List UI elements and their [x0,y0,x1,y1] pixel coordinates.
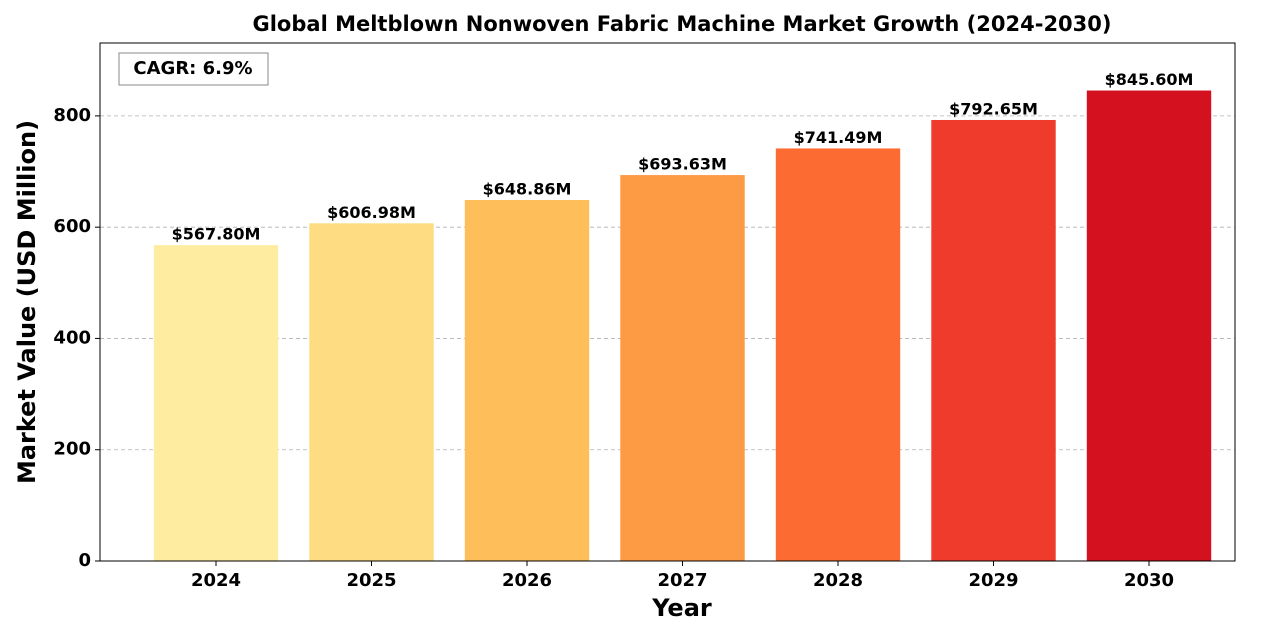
y-tick-label: 0 [78,550,91,571]
bar [309,223,434,561]
y-tick-label: 400 [53,327,91,348]
y-tick-label: 200 [53,439,91,460]
x-tick-label: 2026 [502,570,552,591]
value-label: $845.60M [1105,70,1194,89]
value-label: $567.80M [172,225,261,244]
bar [153,245,279,561]
value-label: $741.49M [794,128,883,147]
value-label: $693.63M [638,155,727,174]
value-label: $792.65M [949,99,1038,118]
bar [931,119,1056,562]
chart-title: Global Meltblown Nonwoven Fabric Machine… [253,12,1112,36]
value-label: $648.86M [483,179,572,198]
x-tick-label: 2030 [1124,570,1174,591]
plot-frame [99,42,1236,562]
x-tick-label: 2027 [657,570,707,591]
annotation-box [118,52,269,86]
bar [464,199,590,561]
x-tick-label: 2024 [191,570,241,591]
bar [620,175,745,561]
y-tick-label: 600 [53,216,91,237]
y-axis-label: Market Value (USD Million) [13,120,41,484]
x-tick-label: 2028 [813,570,863,591]
value-label: $606.98M [327,203,416,222]
y-tick-label: 800 [53,105,91,126]
bar [1086,90,1212,561]
bar [775,148,901,561]
annotation: CAGR: 6.9% [133,58,252,79]
x-axis-label: Year [651,594,712,622]
x-tick-label: 2025 [346,570,396,591]
x-tick-label: 2029 [968,570,1018,591]
